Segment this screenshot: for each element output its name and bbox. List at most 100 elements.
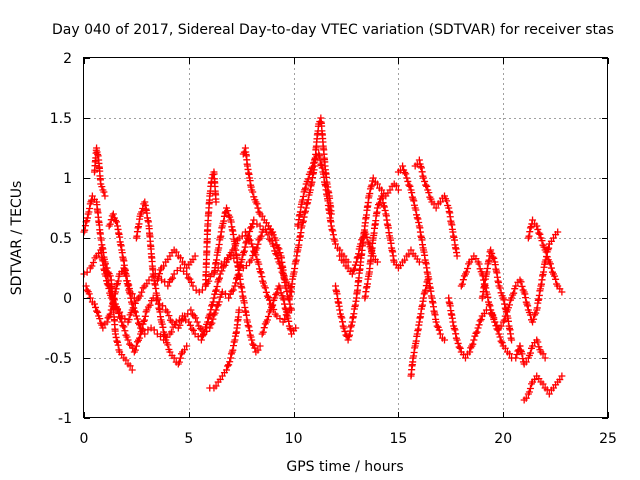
data-point [508,336,516,344]
series-s12 [239,144,277,236]
data-point [264,312,272,320]
data-point [526,384,534,392]
data-point [141,316,149,324]
data-point [422,181,430,189]
series-s15 [294,150,352,266]
data-point [99,324,107,332]
y-tick-label: 0 [63,291,72,307]
data-point [272,291,280,299]
data-point [241,243,249,251]
data-point [201,328,209,336]
data-point [141,330,149,338]
data-point [415,156,423,164]
data-point [246,331,254,339]
data-point [198,332,206,340]
data-point [517,346,525,354]
data-point [124,336,132,344]
data-point [422,286,430,294]
series-s8 [153,246,199,284]
data-point [399,162,407,170]
data-point [140,317,148,325]
data-point [337,312,345,320]
data-point [187,278,195,286]
data-point [168,328,176,336]
data-point [220,212,228,220]
data-point [83,286,91,294]
data-point [146,301,154,309]
data-point [410,197,418,205]
data-point [115,310,123,318]
data-point [225,361,233,369]
data-point [283,278,291,286]
data-point [170,354,178,362]
data-point [258,212,266,220]
data-point [223,366,231,374]
data-point [496,333,504,341]
data-point [489,311,497,319]
x-tick-labels: 0 5 10 15 20 25 [80,431,617,447]
data-point [106,272,114,280]
data-point [526,228,534,236]
data-point [111,216,119,224]
data-point [558,288,566,296]
data-point [435,326,443,334]
data-point [159,323,167,331]
data-point [381,206,389,214]
data-point [526,224,534,232]
data-point [134,319,142,327]
data-point [497,337,505,345]
data-point [176,354,184,362]
data-point [198,286,206,294]
data-point [257,232,265,240]
data-point [215,274,223,282]
data-point [136,292,144,300]
data-point [340,258,348,266]
data-point [193,318,201,326]
data-point [243,318,251,326]
data-point [283,308,291,316]
x-tick-label: 5 [184,431,193,447]
data-point [369,174,377,182]
data-point [143,280,151,288]
data-point [186,321,194,329]
data-point [235,306,243,314]
data-point [113,281,121,289]
series-s26 [520,372,566,404]
data-points [80,114,566,404]
data-point [227,350,235,358]
data-point [453,252,461,260]
data-point [350,265,358,273]
data-point [130,294,138,302]
data-point [521,290,529,298]
data-point [336,306,344,314]
data-point [413,214,421,222]
data-point [484,293,492,301]
data-point [362,230,370,238]
data-point [432,204,440,212]
data-point [232,279,240,287]
data-point [260,324,268,332]
data-point [345,333,353,341]
data-point [274,255,282,263]
data-point [299,196,307,204]
data-point [263,292,271,300]
data-point [353,254,361,262]
data-point [340,324,348,332]
data-point [136,321,144,329]
data-point [308,163,316,171]
data-point [539,350,547,358]
data-point [169,274,177,282]
data-point [483,290,491,298]
data-point [254,240,262,248]
data-point [104,268,112,276]
data-point [522,394,530,402]
data-point [403,174,411,182]
data-point [133,315,141,323]
data-point [112,285,120,293]
data-point [264,231,272,239]
data-point [299,219,307,227]
data-point [329,231,337,239]
data-point [215,298,223,306]
data-point [125,316,133,324]
